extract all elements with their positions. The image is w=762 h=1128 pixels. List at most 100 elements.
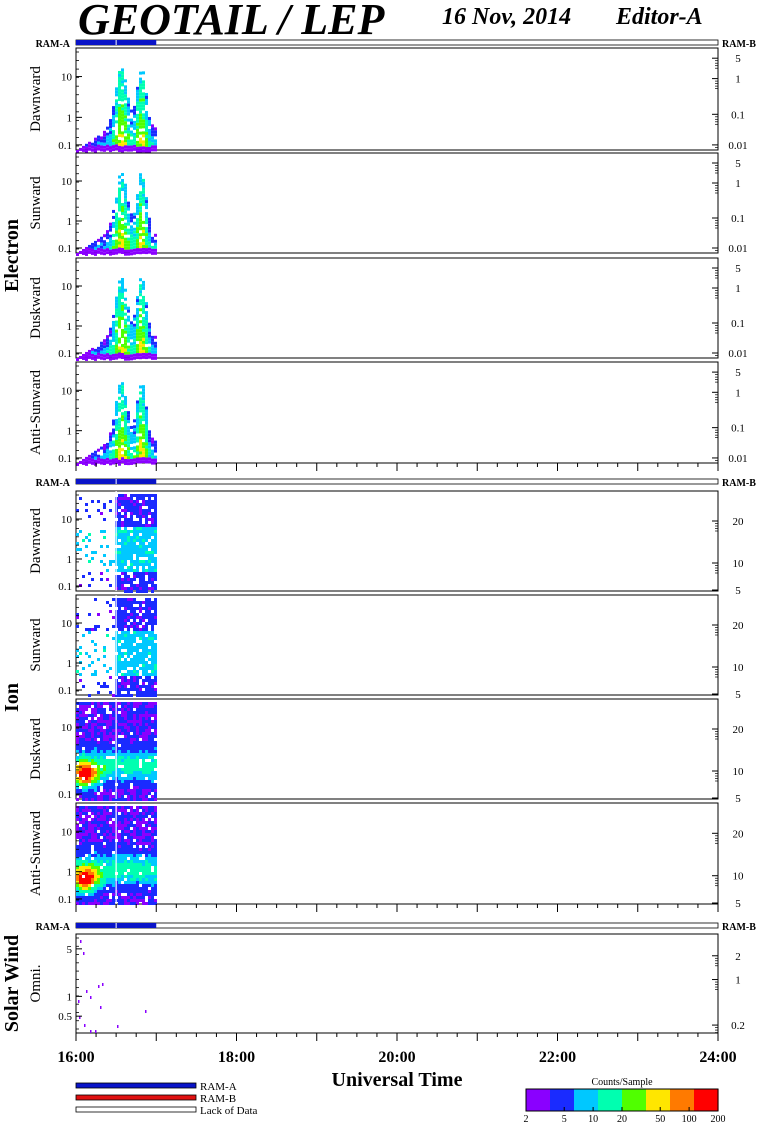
x-tick-label: 16:00: [57, 1049, 94, 1066]
right-tick-label: 5: [735, 158, 741, 170]
spectrogram-data: [78, 940, 147, 1033]
right-tick-label: 5: [735, 367, 741, 379]
spectrogram-data: [76, 68, 157, 153]
ram-b-label: RAM-B: [722, 39, 756, 50]
legend-swatch-0: [75, 1082, 197, 1089]
ram-a-label: RAM-A: [36, 39, 71, 50]
left-tick-label: 10: [61, 72, 73, 84]
colorbar-tick-label: 2: [524, 1114, 529, 1125]
colorbar-tick-label: 10: [588, 1114, 598, 1125]
right-tick-label: 5: [735, 898, 741, 910]
editor-label: Editor-A: [616, 4, 703, 30]
panel-label: Dawnward: [28, 508, 44, 574]
legend-label-1: RAM-B: [200, 1093, 236, 1105]
colorbar-tick-label: 20: [617, 1114, 627, 1125]
right-tick-label: 1: [735, 74, 741, 86]
left-tick-label: 10: [61, 826, 73, 838]
left-tick-label: 0.5: [58, 1011, 72, 1023]
right-tick-label: 0.1: [731, 213, 745, 225]
panel-label: Duskward: [28, 718, 44, 780]
group-label-1: Ion: [1, 683, 23, 712]
right-tick-label: 0.01: [728, 140, 747, 152]
right-tick-label: 2: [735, 951, 741, 963]
left-tick-label: 1: [67, 426, 73, 438]
left-tick-label: 0.1: [58, 348, 72, 360]
panel-frame: [75, 933, 719, 1034]
left-tick-label: 1: [67, 867, 73, 879]
colorbar-tick-label: 5: [562, 1114, 567, 1125]
x-tick-label: 22:00: [539, 1049, 576, 1066]
right-tick-label: 0.1: [731, 109, 745, 121]
panel-2: Duskward 10 1 0.1 5 1 0.1 0.01: [28, 257, 748, 361]
panel-label: Dawnward: [28, 66, 44, 132]
lack-of-data-bar: [75, 39, 719, 46]
lack-of-data-bar: [75, 922, 719, 929]
right-tick-label: 0.01: [728, 348, 747, 360]
lack-of-data-bar: [75, 478, 719, 485]
panel-label: Anti-Sunward: [28, 811, 44, 896]
right-tick-label: 20: [733, 828, 745, 840]
colorbar: Counts/Sample 2 5 10 20 50 100 200: [524, 1077, 726, 1125]
group-label-0: Electron: [1, 219, 23, 292]
legend-label-0: RAM-A: [200, 1081, 237, 1093]
panel-frame: [75, 47, 719, 151]
x-tick-label: 20:00: [378, 1049, 415, 1066]
right-tick-label: 1: [735, 387, 741, 399]
right-tick-label: 1: [735, 975, 741, 987]
spectrogram-data: [76, 491, 157, 593]
colorbar-tick-label: 200: [711, 1114, 726, 1125]
legend-swatch-2: [75, 1106, 197, 1113]
left-tick-label: 10: [61, 618, 73, 630]
legend-label-2: Lack of Data: [200, 1105, 258, 1117]
right-tick-label: 5: [735, 263, 741, 275]
panel-label: Sunward: [28, 176, 44, 230]
right-tick-label: 5: [735, 585, 741, 597]
right-tick-label: 0.1: [731, 318, 745, 330]
right-tick-label: 0.1: [731, 423, 745, 435]
panel-8: Omni. 5 1 0.5 2 1 0.2: [28, 933, 745, 1034]
left-tick-label: 1: [67, 216, 73, 228]
right-tick-label: 1: [735, 178, 741, 190]
right-tick-label: 1: [735, 283, 741, 295]
right-tick-label: 10: [733, 766, 745, 778]
right-tick-label: 10: [733, 558, 745, 570]
panel-label: Omni.: [28, 965, 44, 1003]
spectrogram-data: [76, 382, 157, 466]
panel-label: Anti-Sunward: [28, 370, 44, 455]
left-tick-label: 0.1: [58, 140, 72, 152]
right-tick-label: 20: [733, 516, 745, 528]
left-tick-label: 0.1: [58, 789, 72, 801]
colorbar-tick-label: 100: [682, 1114, 697, 1125]
right-tick-label: 0.01: [728, 243, 747, 255]
panel-5: Sunward 10 1 0.1 20 10 5: [28, 594, 745, 701]
panel-frame: [75, 802, 719, 905]
colorbar-tick-label: 50: [655, 1114, 665, 1125]
spectrogram-data: [76, 699, 157, 801]
date-label: 16 Nov, 2014: [442, 4, 572, 30]
left-tick-label: 10: [61, 722, 73, 734]
left-tick-label: 0.1: [58, 581, 72, 593]
left-tick-label: 0.1: [58, 685, 72, 697]
panel-frame: [75, 698, 719, 800]
right-tick-label: 10: [733, 871, 745, 883]
x-tick-label: 24:00: [699, 1049, 736, 1066]
right-tick-label: 5: [735, 689, 741, 701]
spectrogram-data: [76, 278, 157, 361]
panel-frame: [75, 152, 719, 254]
colorbar-label: Counts/Sample: [591, 1077, 653, 1088]
ram-a-label: RAM-A: [36, 478, 71, 489]
panel-frame: [75, 594, 719, 696]
panel-3: Anti-Sunward 10 1 0.1 5 1 0.1 0.01: [28, 361, 748, 466]
legend-swatch-1: [75, 1094, 197, 1101]
right-tick-label: 10: [733, 662, 745, 674]
page-title: GEOTAIL / LEP: [78, 0, 385, 44]
right-tick-label: 20: [733, 620, 745, 632]
panel-label: Sunward: [28, 618, 44, 672]
spectrogram-data: [76, 173, 157, 256]
x-axis-label: Universal Time: [332, 1069, 463, 1091]
panel-1: Sunward 10 1 0.1 5 1 0.1 0.01: [28, 152, 748, 256]
right-tick-label: 5: [735, 53, 741, 65]
right-tick-label: 20: [733, 724, 745, 736]
right-tick-label: 0.2: [731, 1020, 745, 1032]
spectrogram-data: [76, 595, 157, 697]
